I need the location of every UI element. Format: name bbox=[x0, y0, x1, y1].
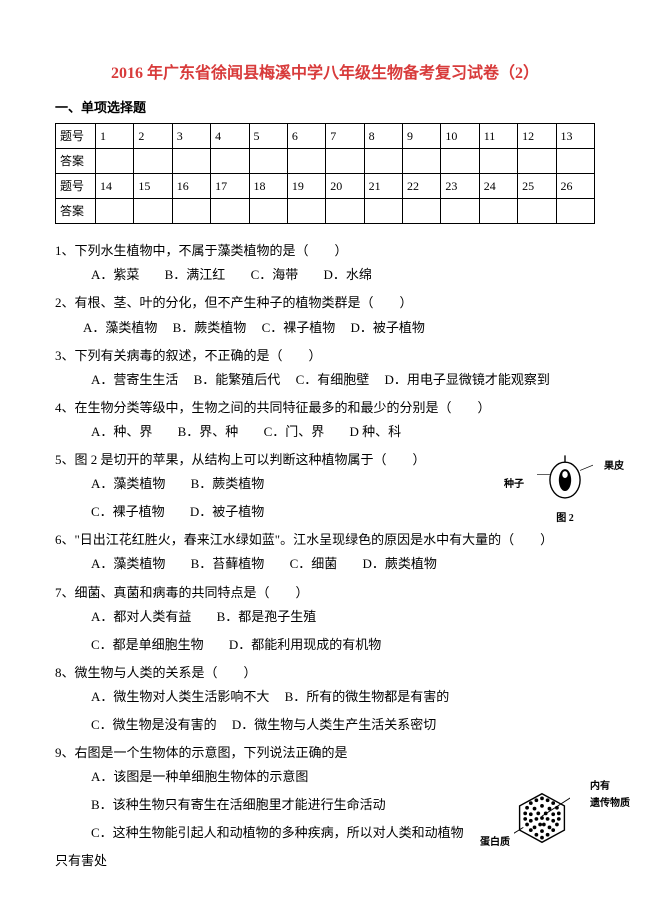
answer-grid: 题号 1 2 3 4 5 6 7 8 9 10 11 12 13 答案 题号 1… bbox=[55, 123, 595, 224]
question-6: 6、"日出江花红胜火，春来江水绿如蓝"。江水呈现绿色的原因是水中有大量的（ ） bbox=[55, 529, 595, 551]
cell: 10 bbox=[441, 124, 479, 149]
question-2: 2、有根、茎、叶的分化，但不产生种子的植物类群是（ ） bbox=[55, 292, 595, 314]
fig2-caption: 图 2 bbox=[530, 510, 600, 527]
option: D．水绵 bbox=[323, 264, 371, 286]
cell: 4 bbox=[211, 124, 249, 149]
question-3: 3、下列有关病毒的叙述，不正确的是（ ） bbox=[55, 345, 595, 367]
cell: 1 bbox=[96, 124, 134, 149]
row-label: 题号 bbox=[56, 124, 96, 149]
section-heading: 一、单项选择题 bbox=[55, 97, 595, 119]
option: B．满江红 bbox=[165, 264, 226, 286]
cell: 26 bbox=[556, 174, 595, 199]
page-title: 2016 年广东省徐闻县梅溪中学八年级生物备考复习试卷（2） bbox=[55, 60, 595, 87]
cell: 14 bbox=[96, 174, 134, 199]
row-label: 题号 bbox=[56, 174, 96, 199]
option: A．都对人类有益 bbox=[91, 606, 191, 628]
option: B．该种生物只有寄生在活细胞里才能进行生命活动 bbox=[91, 794, 386, 816]
option: A．微生物对人类生活影响不大 bbox=[91, 686, 269, 708]
option: B．都是孢子生殖 bbox=[217, 606, 317, 628]
option: C．裸子植物 bbox=[91, 501, 165, 523]
option: D 种、科 bbox=[349, 421, 401, 443]
option: A．紫菜 bbox=[91, 264, 139, 286]
cell: 20 bbox=[326, 174, 364, 199]
fig2-seed-label: 种子 bbox=[504, 476, 524, 493]
question-4: 4、在生物分类等级中，生物之间的共同特征最多的和最少的分别是（ ） bbox=[55, 397, 595, 419]
cell: 5 bbox=[249, 124, 287, 149]
cell: 18 bbox=[249, 174, 287, 199]
cell: 8 bbox=[364, 124, 402, 149]
option: D．被子植物 bbox=[190, 501, 264, 523]
option: A．藻类植物 bbox=[91, 473, 165, 495]
option: D．用电子显微镜才能观察到 bbox=[384, 369, 549, 391]
cell: 7 bbox=[326, 124, 364, 149]
cell: 6 bbox=[287, 124, 325, 149]
option: D．微生物与人类生产生活关系密切 bbox=[232, 714, 436, 736]
option: B．所有的微生物都是有害的 bbox=[285, 686, 450, 708]
cell: 16 bbox=[172, 174, 210, 199]
option: C．门、界 bbox=[264, 421, 325, 443]
virus-core-label: 内有 遗传物质 bbox=[590, 778, 630, 812]
option: B．界、种 bbox=[178, 421, 239, 443]
question-8: 8、微生物与人类的关系是（ ） bbox=[55, 662, 595, 684]
question-9-tail: 只有害处 bbox=[55, 850, 595, 872]
option: D．都能利用现成的有机物 bbox=[229, 634, 381, 656]
option: C．细菌 bbox=[290, 553, 338, 575]
option: A．种、界 bbox=[91, 421, 152, 443]
option: A．藻类植物 bbox=[83, 317, 157, 339]
option: B．能繁殖后代 bbox=[194, 369, 281, 391]
question-7: 7、细菌、真菌和病毒的共同特点是（ ） bbox=[55, 582, 595, 604]
option: B．蕨类植物 bbox=[173, 317, 247, 339]
cell: 11 bbox=[479, 124, 517, 149]
figure-virus: 内有 遗传物质 蛋白质 bbox=[514, 790, 600, 852]
cell: 3 bbox=[172, 124, 210, 149]
table-row: 答案 bbox=[56, 199, 595, 224]
option: C．都是单细胞生物 bbox=[91, 634, 204, 656]
table-row: 题号 1 2 3 4 5 6 7 8 9 10 11 12 13 bbox=[56, 124, 595, 149]
option: C．微生物是没有害的 bbox=[91, 714, 217, 736]
question-9: 9、右图是一个生物体的示意图，下列说法正确的是 bbox=[55, 742, 595, 764]
apple-icon bbox=[537, 454, 593, 502]
option: C．有细胞壁 bbox=[296, 369, 370, 391]
row-label: 答案 bbox=[56, 149, 96, 174]
row-label: 答案 bbox=[56, 199, 96, 224]
fig2-skin-label: 果皮 bbox=[604, 458, 624, 475]
table-row: 答案 bbox=[56, 149, 595, 174]
option: C．裸子植物 bbox=[262, 317, 336, 339]
question-5: 5、图 2 是切开的苹果，从结构上可以判断这种植物属于（ ） bbox=[55, 449, 595, 471]
table-row: 题号 14 15 16 17 18 19 20 21 22 23 24 25 2… bbox=[56, 174, 595, 199]
cell: 19 bbox=[287, 174, 325, 199]
cell: 13 bbox=[556, 124, 595, 149]
cell: 9 bbox=[403, 124, 441, 149]
cell: 2 bbox=[134, 124, 172, 149]
cell: 24 bbox=[479, 174, 517, 199]
cell: 22 bbox=[403, 174, 441, 199]
virus-icon bbox=[514, 790, 570, 846]
option: A．营寄生生活 bbox=[91, 369, 178, 391]
question-1: 1、下列水生植物中，不属于藻类植物的是（ ） bbox=[55, 240, 595, 262]
cell: 25 bbox=[518, 174, 556, 199]
option: A．该图是一种单细胞生物体的示意图 bbox=[91, 766, 308, 788]
option: D．被子植物 bbox=[350, 317, 424, 339]
virus-coat-label: 蛋白质 bbox=[480, 834, 510, 851]
cell: 17 bbox=[211, 174, 249, 199]
cell: 23 bbox=[441, 174, 479, 199]
option: B．蕨类植物 bbox=[191, 473, 265, 495]
option: C．这种生物能引起人和动植物的多种疾病，所以对人类和动植物 bbox=[91, 822, 464, 844]
cell: 21 bbox=[364, 174, 402, 199]
option: D．蕨类植物 bbox=[362, 553, 436, 575]
figure-2: 种子 果皮 图 2 bbox=[530, 454, 600, 527]
cell: 12 bbox=[518, 124, 556, 149]
option: A．藻类植物 bbox=[91, 553, 165, 575]
cell: 15 bbox=[134, 174, 172, 199]
option: B．苔藓植物 bbox=[191, 553, 265, 575]
option: C．海带 bbox=[251, 264, 299, 286]
